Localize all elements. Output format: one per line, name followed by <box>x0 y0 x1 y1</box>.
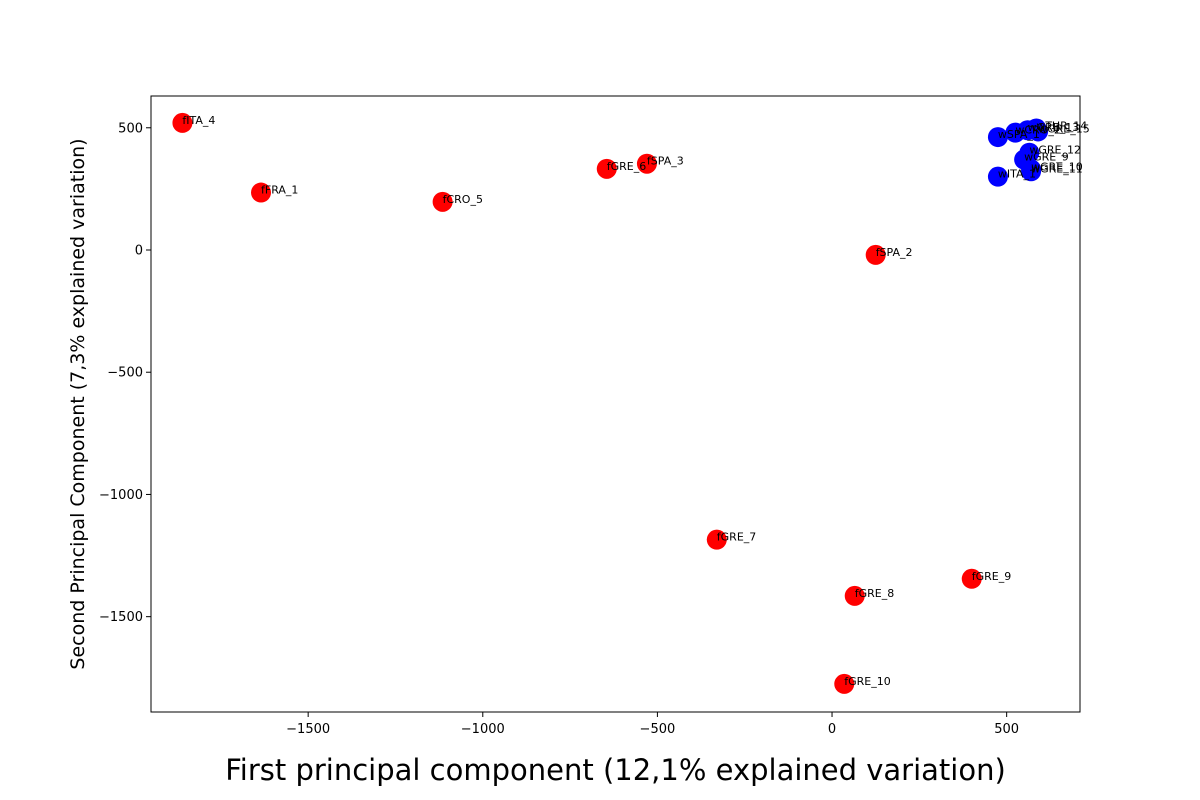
data-point-label: fSPA_2 <box>876 246 913 259</box>
data-point-label: wGRE_10 <box>1031 160 1083 173</box>
x-tick-label: 500 <box>994 722 1019 737</box>
data-point <box>844 585 865 606</box>
data-point <box>596 158 617 179</box>
x-tick-label: −1500 <box>286 722 330 737</box>
points-layer <box>172 112 1049 694</box>
data-point-label: wITA_1 <box>998 168 1036 181</box>
x-axis-title: First principal component (12,1% explain… <box>225 753 1006 787</box>
y-tick-label: −1000 <box>99 488 143 503</box>
x-tick-label: −500 <box>640 722 676 737</box>
x-tick-label: −1000 <box>461 722 505 737</box>
data-point <box>987 127 1008 148</box>
x-tick-label: 0 <box>828 722 836 737</box>
y-ticks: 500 0 −500 −1000 −1500 <box>99 121 151 625</box>
data-point-label: wGRE_13 <box>1028 121 1080 134</box>
data-point-label: wSPA_1 <box>998 128 1040 141</box>
data-point-label: wCRO_2 <box>1015 124 1060 137</box>
plot-frame <box>150 95 1081 713</box>
data-point-label: wGRE_15 <box>1038 122 1090 135</box>
data-point-label: fGRE_6 <box>607 160 647 173</box>
data-point-label: fFRA_1 <box>261 184 298 197</box>
data-point-label: fCRO_5 <box>443 193 483 206</box>
data-point-label: fGRE_8 <box>855 587 895 600</box>
data-point <box>636 153 657 174</box>
y-tick-label: 500 <box>118 121 143 136</box>
data-point <box>865 244 886 265</box>
data-point-label: wTUR_14 <box>1036 120 1087 133</box>
data-point-label: fGRE_7 <box>717 531 757 544</box>
data-point <box>987 166 1008 187</box>
y-tick-label: 0 <box>135 244 143 259</box>
y-axis-title: Second Principal Component (7,3% explain… <box>67 138 89 669</box>
data-point <box>432 191 453 212</box>
data-point <box>834 673 855 694</box>
data-point-label: fGRE_9 <box>972 570 1012 583</box>
data-point <box>961 568 982 589</box>
data-point <box>706 529 727 550</box>
data-point-label: wGRE_12 <box>1029 144 1081 157</box>
data-point-label: fITA_4 <box>182 114 215 127</box>
data-point-label: fSPA_3 <box>647 155 684 168</box>
point-labels-layer: fITA_4 fFRA_1 fCRO_5 fGRE_6 fSPA_3 fSPA_2 fGRE… <box>182 114 1089 688</box>
data-point <box>172 112 193 133</box>
y-tick-label: −1500 <box>99 610 143 625</box>
x-ticks: −1500 −1000 −500 0 500 <box>286 712 1019 737</box>
y-tick-label: −500 <box>107 366 143 381</box>
data-point-label: wGRE_11 <box>1031 162 1083 175</box>
data-point-label: wGRE_9 <box>1024 151 1069 164</box>
data-point <box>251 182 272 203</box>
data-point <box>1021 161 1042 182</box>
data-point-label: fGRE_10 <box>844 675 891 688</box>
data-point <box>1028 121 1049 142</box>
